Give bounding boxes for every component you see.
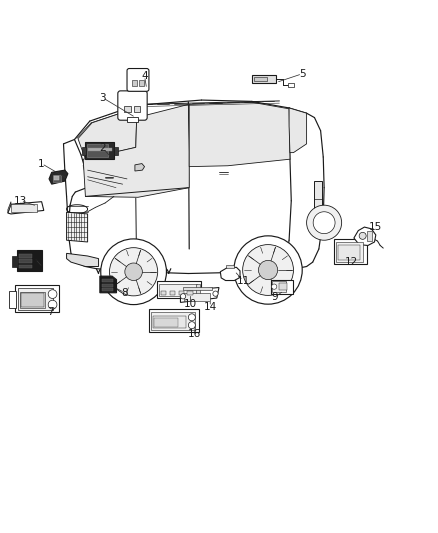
Text: 6: 6 (31, 253, 38, 263)
Text: 2: 2 (99, 143, 106, 154)
Bar (149, 310, 199, 332)
Text: 1: 1 (38, 159, 45, 168)
Bar (132, 80, 137, 86)
Bar (19, 265, 32, 268)
Bar (19, 260, 32, 263)
Polygon shape (49, 170, 68, 184)
Bar (226, 265, 234, 268)
Circle shape (110, 248, 158, 296)
Bar (85, 142, 114, 159)
Polygon shape (289, 108, 307, 152)
Bar (184, 293, 210, 301)
Text: 15: 15 (369, 222, 382, 232)
Bar (154, 318, 178, 327)
FancyBboxPatch shape (127, 69, 149, 91)
Circle shape (272, 284, 277, 289)
Bar (9, 290, 16, 308)
Bar (288, 83, 294, 87)
Bar (252, 75, 276, 83)
Bar (139, 80, 144, 86)
Bar (54, 176, 59, 180)
Text: 3: 3 (99, 93, 106, 103)
Circle shape (313, 212, 335, 233)
Text: 11: 11 (237, 276, 250, 286)
Bar (124, 106, 131, 112)
Bar (134, 106, 140, 112)
Text: 7: 7 (47, 308, 54, 318)
Bar (102, 288, 113, 291)
Bar (157, 281, 201, 298)
Circle shape (213, 291, 218, 296)
Bar (20, 292, 45, 308)
Polygon shape (180, 287, 219, 302)
Circle shape (243, 245, 293, 295)
Bar (338, 245, 360, 260)
Bar (153, 316, 186, 328)
Circle shape (48, 290, 57, 298)
Bar (102, 284, 113, 287)
Polygon shape (100, 276, 117, 293)
Text: 10: 10 (184, 298, 197, 309)
Circle shape (188, 322, 195, 329)
Bar (187, 290, 193, 295)
Polygon shape (67, 253, 99, 266)
Polygon shape (78, 109, 137, 159)
Bar (279, 283, 287, 290)
Circle shape (125, 263, 142, 280)
Circle shape (101, 239, 166, 304)
Text: 8: 8 (121, 288, 128, 298)
Polygon shape (135, 164, 145, 171)
Polygon shape (8, 201, 11, 213)
Circle shape (258, 260, 278, 280)
Bar (102, 279, 113, 282)
Bar (21, 293, 44, 307)
Circle shape (234, 236, 302, 304)
Bar (18, 288, 53, 310)
Bar (159, 284, 197, 296)
Polygon shape (354, 227, 376, 246)
Bar (196, 285, 200, 295)
Polygon shape (189, 102, 290, 167)
Text: 4: 4 (141, 71, 148, 81)
Text: 16: 16 (188, 329, 201, 340)
Bar (114, 147, 118, 155)
Bar (272, 281, 286, 292)
Polygon shape (220, 268, 240, 280)
Polygon shape (83, 104, 189, 197)
Bar (11, 204, 37, 212)
Bar (183, 287, 212, 290)
Bar (314, 181, 322, 214)
Circle shape (48, 300, 57, 309)
Bar (367, 231, 372, 241)
Text: 13: 13 (14, 196, 27, 206)
Bar (12, 255, 18, 266)
Bar (334, 239, 367, 264)
Text: 14: 14 (204, 302, 217, 312)
Bar (271, 280, 293, 294)
Circle shape (307, 205, 342, 240)
Polygon shape (8, 201, 44, 214)
Bar (19, 254, 32, 258)
Text: 5: 5 (299, 69, 306, 79)
Polygon shape (67, 212, 88, 242)
Bar (82, 147, 86, 155)
Bar (15, 285, 59, 312)
Text: 12: 12 (345, 257, 358, 267)
Circle shape (359, 232, 366, 239)
Circle shape (188, 314, 195, 321)
Bar (254, 77, 267, 81)
FancyBboxPatch shape (118, 91, 147, 120)
Bar (151, 312, 195, 330)
Bar (87, 144, 108, 157)
Bar (179, 290, 184, 295)
Bar (336, 242, 363, 262)
Bar (170, 290, 175, 295)
Bar (88, 148, 112, 151)
Text: 9: 9 (272, 292, 279, 302)
Circle shape (180, 294, 186, 299)
Bar (161, 290, 166, 295)
Bar (127, 117, 138, 122)
Bar (53, 174, 61, 182)
Bar (17, 250, 42, 271)
